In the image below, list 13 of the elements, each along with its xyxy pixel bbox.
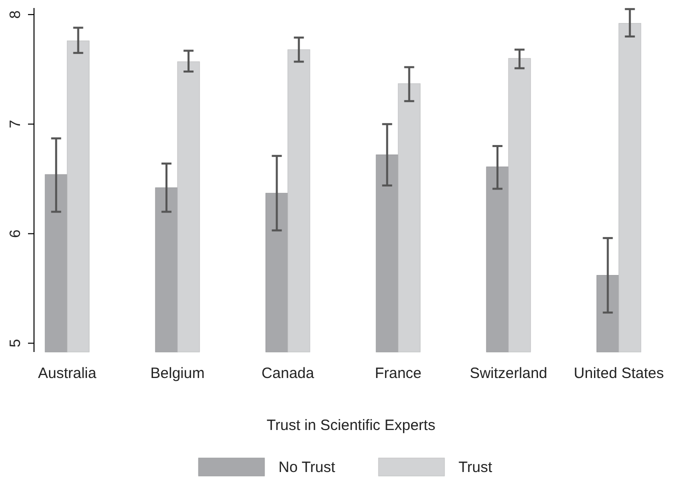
y-tick-label: 7	[7, 120, 24, 128]
x-tick-label: Australia	[38, 365, 98, 382]
x-tick-label: United States	[574, 365, 664, 382]
x-tick-label: Canada	[262, 365, 315, 382]
legend-label: Trust	[458, 459, 493, 476]
legend-label: No Trust	[278, 459, 336, 476]
y-tick-label: 8	[7, 10, 24, 19]
x-tick-label: Switzerland	[470, 365, 548, 382]
y-tick-label: 6	[7, 230, 24, 238]
x-axis-title: Trust in Scientific Experts	[266, 417, 436, 434]
y-tick-label: 5	[7, 339, 24, 348]
x-tick-label: France	[374, 365, 422, 382]
x-tick-label: Belgium	[150, 365, 205, 382]
